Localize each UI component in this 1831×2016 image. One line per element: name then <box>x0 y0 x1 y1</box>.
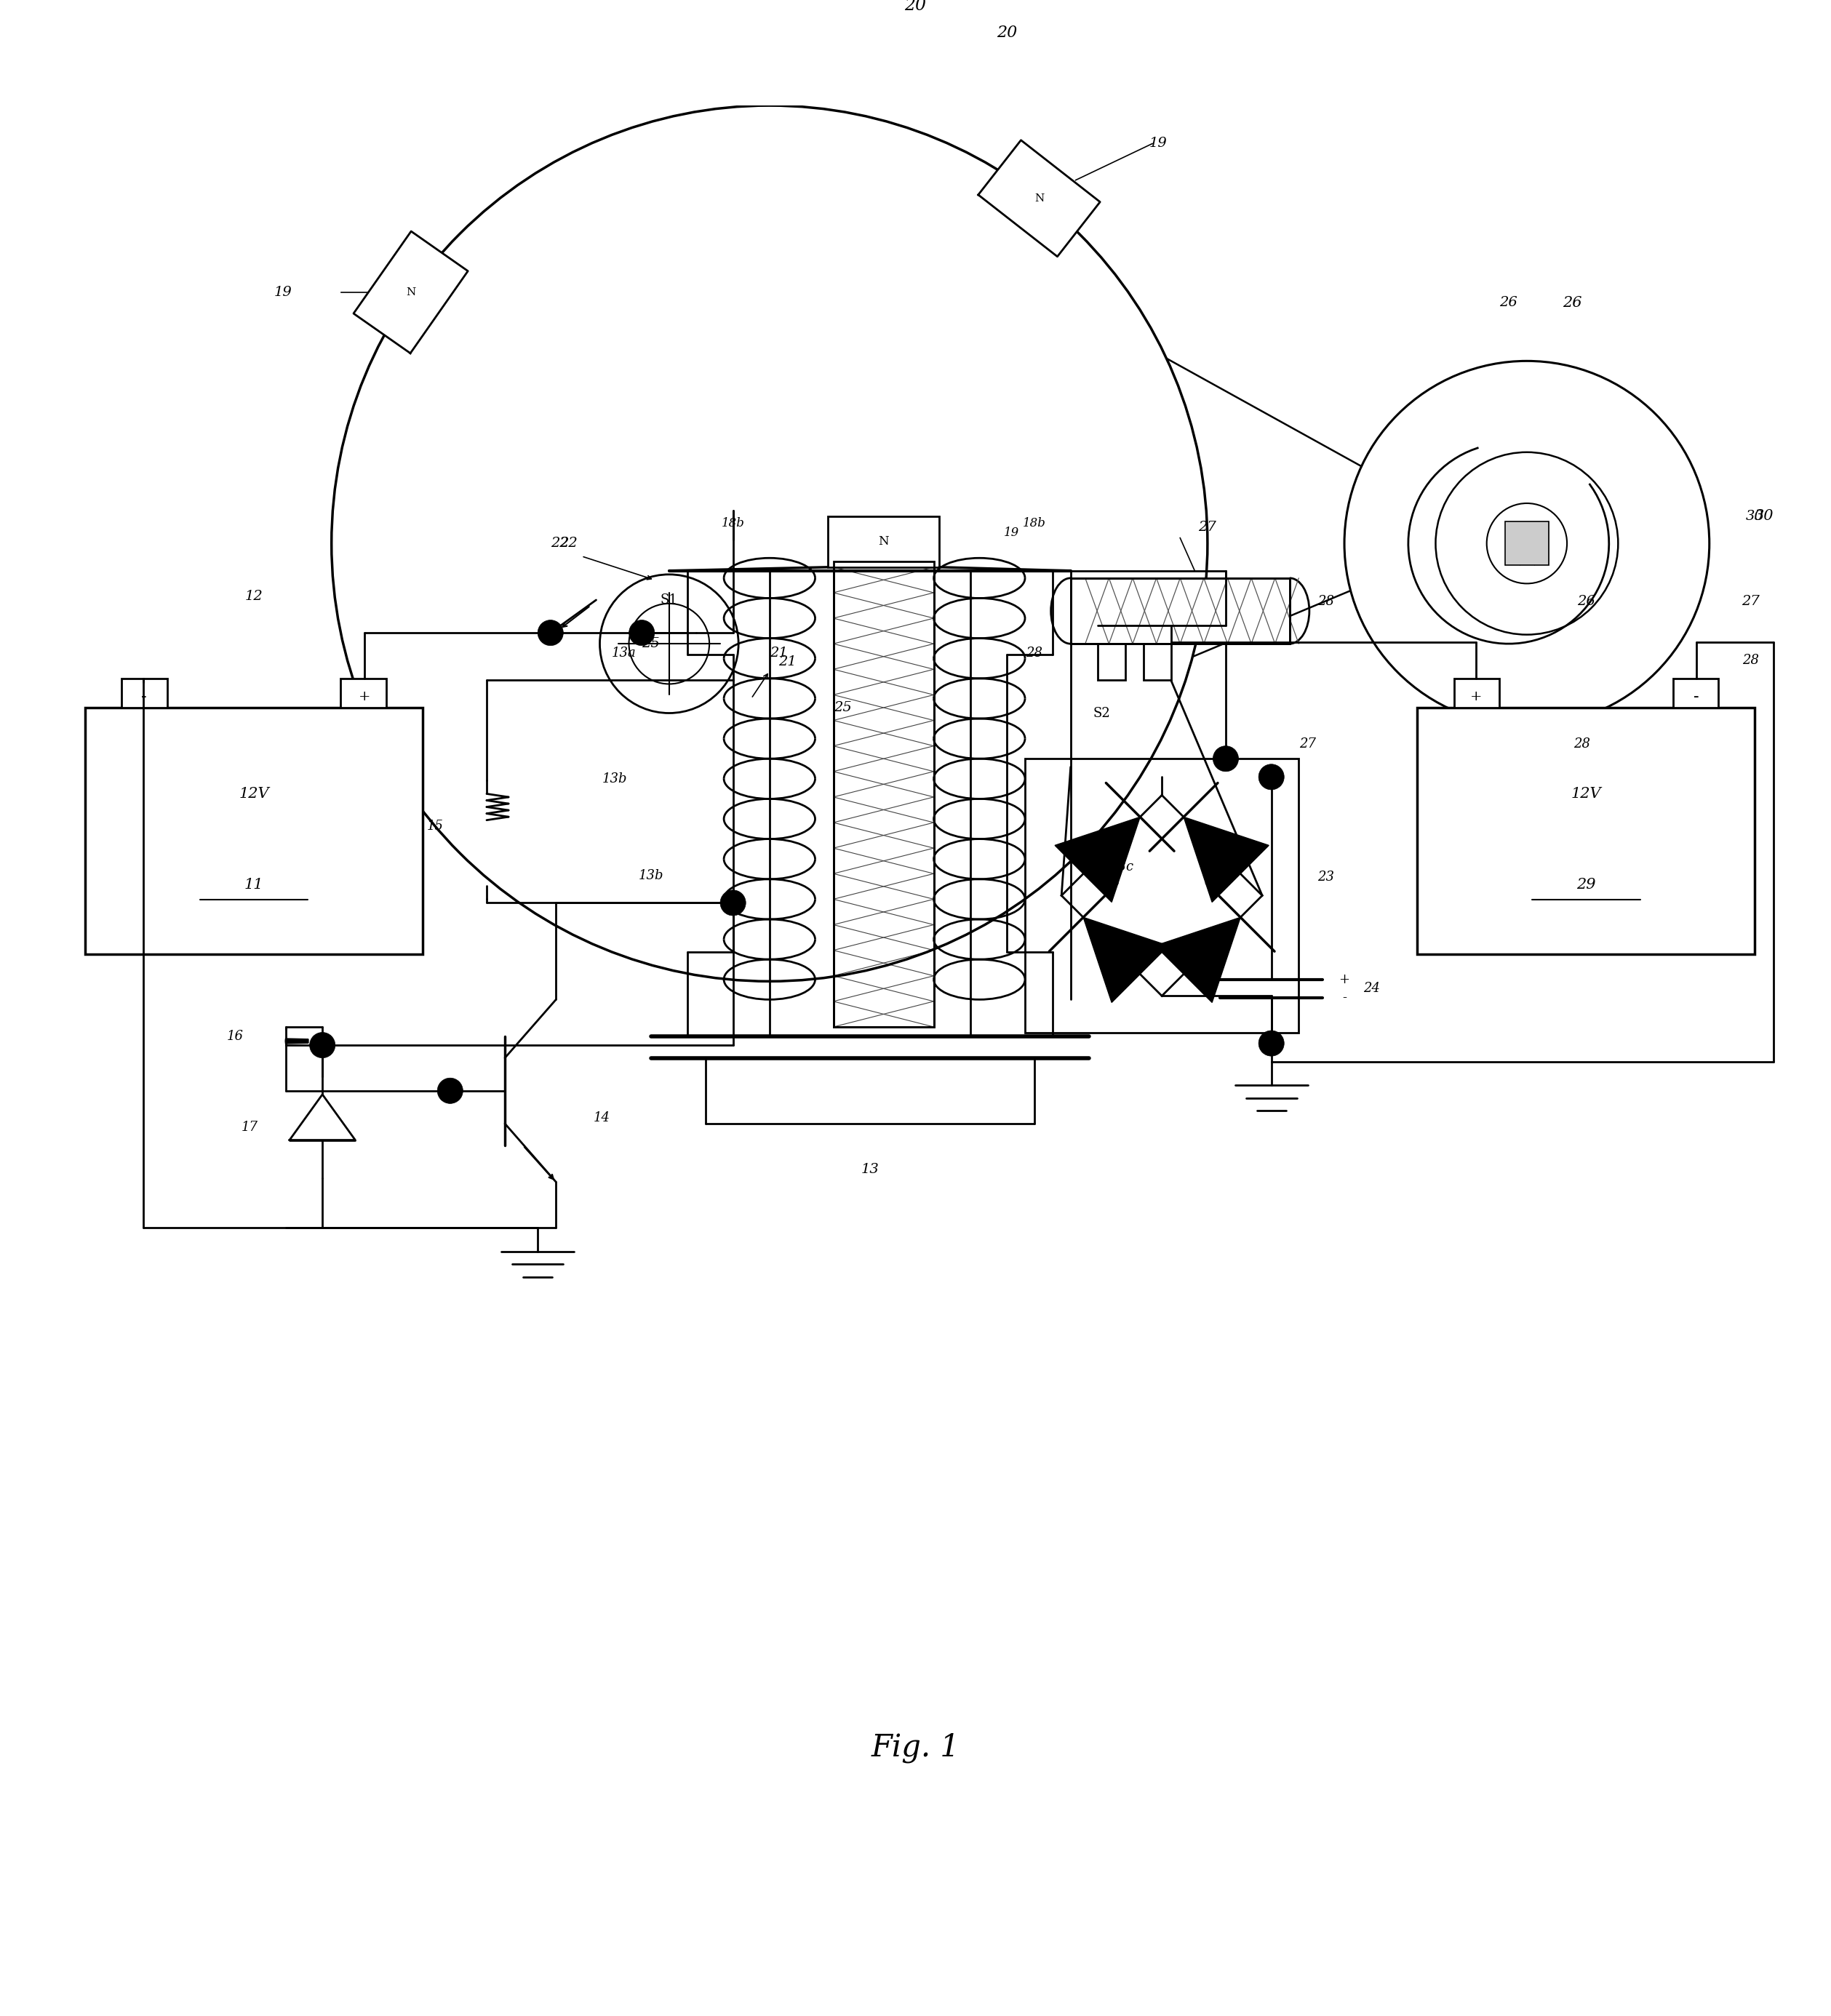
Bar <box>1417 708 1754 954</box>
Text: 27: 27 <box>1199 520 1216 534</box>
Text: 19: 19 <box>275 286 291 298</box>
Circle shape <box>309 1032 335 1058</box>
Text: 30: 30 <box>1747 510 1763 522</box>
Bar <box>86 708 423 954</box>
Text: N: N <box>406 286 416 296</box>
Bar <box>1674 679 1719 708</box>
Text: -: - <box>1342 992 1346 1004</box>
Text: 28: 28 <box>1741 653 1760 667</box>
Text: 13b: 13b <box>602 772 626 786</box>
Text: 26: 26 <box>1576 595 1595 609</box>
Text: 23: 23 <box>1318 871 1335 883</box>
Text: 28: 28 <box>1573 738 1589 750</box>
Text: 13c: 13c <box>1110 861 1133 873</box>
Text: 13: 13 <box>861 1163 879 1175</box>
Text: 27: 27 <box>1741 595 1760 609</box>
Text: 13b: 13b <box>639 869 663 883</box>
Circle shape <box>538 621 564 645</box>
Bar <box>1071 579 1289 643</box>
Text: 30: 30 <box>1754 510 1774 522</box>
Text: 21: 21 <box>769 647 787 659</box>
Text: 29: 29 <box>1576 879 1597 891</box>
Bar <box>121 679 167 708</box>
Text: Fig. 1: Fig. 1 <box>872 1732 959 1762</box>
Text: S2: S2 <box>1093 706 1110 720</box>
Text: 18b: 18b <box>1022 518 1046 530</box>
Text: 12: 12 <box>245 591 264 603</box>
Circle shape <box>438 1079 463 1103</box>
Text: 24: 24 <box>1364 982 1381 996</box>
Bar <box>1454 679 1500 708</box>
Text: 21: 21 <box>778 655 796 669</box>
Polygon shape <box>1183 816 1269 901</box>
Bar <box>833 562 934 1026</box>
Circle shape <box>630 621 654 645</box>
Text: 20: 20 <box>996 24 1016 40</box>
Text: 11: 11 <box>244 879 264 891</box>
Circle shape <box>1212 746 1238 772</box>
Polygon shape <box>353 232 469 353</box>
Bar <box>1144 625 1172 679</box>
Text: 16: 16 <box>227 1030 244 1042</box>
Polygon shape <box>1055 816 1141 901</box>
Bar <box>341 679 386 708</box>
Text: 22: 22 <box>551 536 569 550</box>
Bar <box>833 562 934 1026</box>
Polygon shape <box>1155 917 1240 1002</box>
Text: 25: 25 <box>643 637 659 651</box>
Text: +: + <box>359 689 370 704</box>
Text: -: - <box>1694 689 1699 706</box>
Bar <box>1071 579 1289 643</box>
Text: 17: 17 <box>242 1121 258 1133</box>
Bar <box>1505 522 1549 564</box>
Text: 18b: 18b <box>721 518 745 530</box>
Circle shape <box>1258 1030 1284 1056</box>
Bar <box>1025 758 1298 1032</box>
Text: N: N <box>1035 194 1044 204</box>
Polygon shape <box>978 141 1100 256</box>
Text: 19: 19 <box>1148 137 1166 149</box>
Text: 25: 25 <box>833 702 851 714</box>
Text: 20: 20 <box>905 0 926 14</box>
Text: +: + <box>1470 689 1481 704</box>
Text: 14: 14 <box>593 1111 610 1125</box>
Polygon shape <box>289 1095 355 1139</box>
Text: 26: 26 <box>1500 296 1518 308</box>
Text: 28: 28 <box>1025 647 1042 659</box>
Text: 26: 26 <box>1564 296 1582 310</box>
Text: N: N <box>879 536 888 548</box>
Circle shape <box>1258 764 1284 790</box>
Text: +: + <box>1338 974 1349 986</box>
Bar <box>828 516 939 566</box>
Bar <box>1099 625 1126 679</box>
Text: 19: 19 <box>1003 526 1020 538</box>
Polygon shape <box>1084 917 1168 1002</box>
Text: 15: 15 <box>427 821 443 833</box>
Text: 22: 22 <box>560 536 579 550</box>
Text: 28: 28 <box>1318 595 1335 609</box>
Text: 12V: 12V <box>1571 786 1602 800</box>
Text: -: - <box>141 689 146 706</box>
Text: 12V: 12V <box>238 786 269 800</box>
Circle shape <box>720 891 745 915</box>
Text: 27: 27 <box>1300 738 1316 750</box>
Text: S1: S1 <box>661 593 677 607</box>
Text: 13a: 13a <box>612 647 635 659</box>
